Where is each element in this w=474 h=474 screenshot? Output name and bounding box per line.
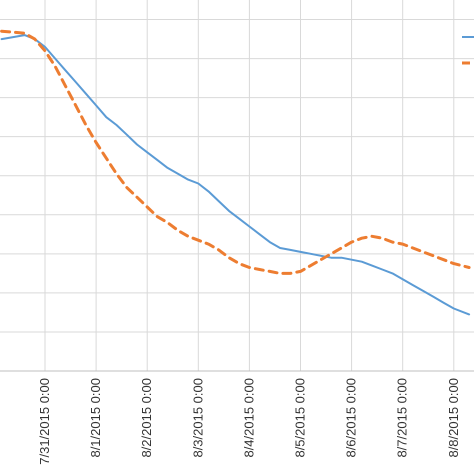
series-lines [0,29,471,316]
gridlines [0,0,474,371]
x-tick-label: 8/1/2015 0:00 [88,378,103,458]
x-tick-label: 8/3/2015 0:00 [190,378,205,458]
x-tick-label: 8/6/2015 0:00 [344,378,359,458]
x-tick-label: 7/31/2015 0:00 [37,378,52,465]
x-tick-label: 8/5/2015 0:00 [293,378,308,458]
legend [462,36,474,65]
x-tick-label: 8/7/2015 0:00 [395,378,410,458]
x-tick-label: 8/8/2015 0:00 [446,378,461,458]
x-axis-tick-labels: 7/31/2015 0:00 8/1/2015 0:00 8/2/2015 0:00… [37,378,461,465]
x-tick-label: 8/2/2015 0:00 [139,378,154,458]
series-line-1 [0,34,471,316]
x-tick-label: 8/4/2015 0:00 [241,378,256,458]
series-line-2 [0,29,471,275]
